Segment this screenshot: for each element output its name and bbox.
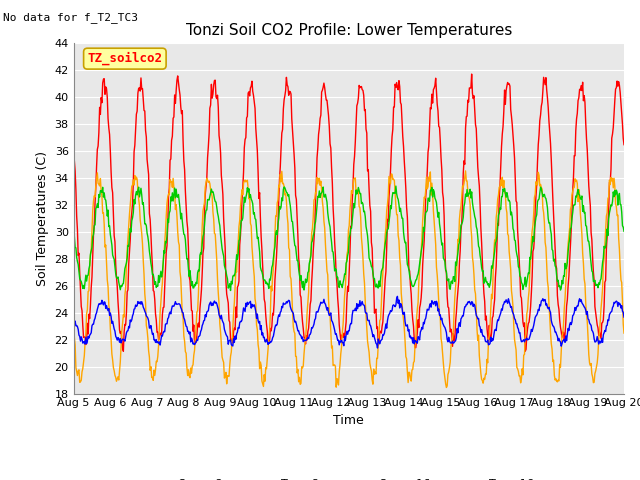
Legend: Open -8cm, Tree -8cm, Open -16cm, Tree -16cm: Open -8cm, Tree -8cm, Open -16cm, Tree -… [142,474,556,480]
X-axis label: Time: Time [333,414,364,427]
Y-axis label: Soil Temperatures (C): Soil Temperatures (C) [36,151,49,286]
Title: Tonzi Soil CO2 Profile: Lower Temperatures: Tonzi Soil CO2 Profile: Lower Temperatur… [186,23,512,38]
Text: No data for f_T2_TC3: No data for f_T2_TC3 [3,12,138,23]
Text: TZ_soilco2: TZ_soilco2 [88,52,163,65]
